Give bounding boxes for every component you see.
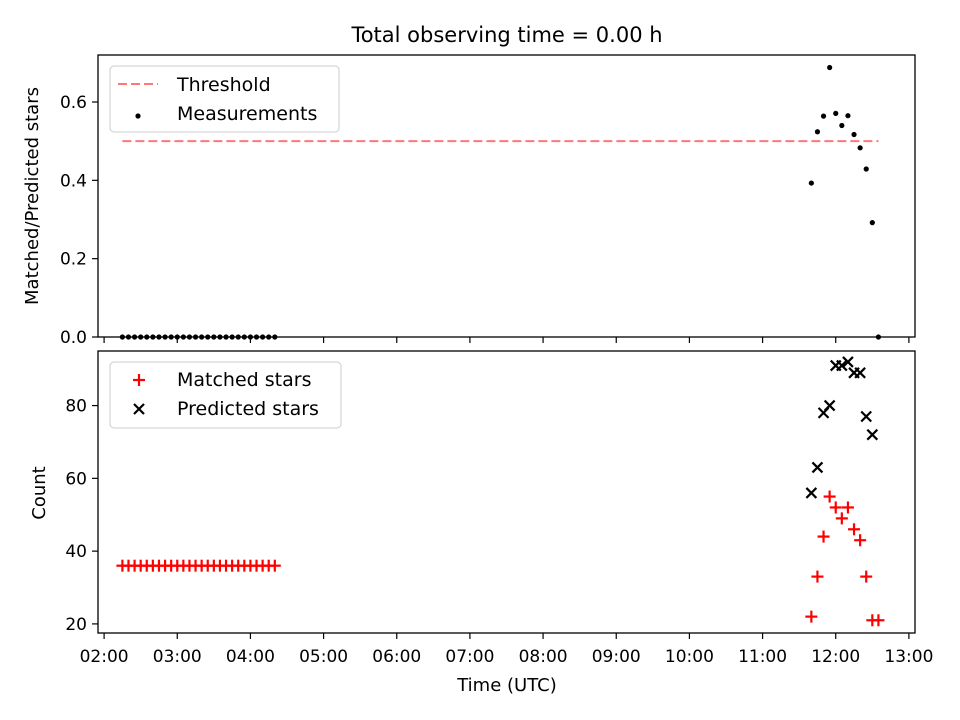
bottom-y-tick-label: 20	[65, 615, 87, 635]
matched-star-point	[841, 501, 854, 514]
predicted-star-point	[842, 356, 854, 368]
predicted-star-point	[823, 399, 836, 412]
x-tick-label: 12:00	[811, 647, 860, 667]
predicted-star-point	[860, 410, 873, 423]
measurement-point	[814, 129, 821, 135]
legend-predicted-swatch	[133, 403, 145, 415]
measurement-point	[869, 220, 875, 226]
predicted-star-point	[836, 359, 848, 372]
predicted-star-d2	[805, 487, 818, 499]
matched-star-point	[829, 501, 842, 514]
matched-star-point	[835, 512, 848, 525]
x-axis-label: Time (UTC)	[456, 675, 557, 696]
predicted-star-d2	[860, 410, 873, 423]
legend-matched-label: Matched stars	[177, 369, 311, 391]
top-panel: Total observing time = 0.00 h 0.00.20.40…	[22, 23, 916, 348]
matched-star-point	[860, 570, 873, 583]
measurement-point	[808, 180, 814, 186]
matched-star-point	[817, 530, 830, 543]
bottom-x-ticks: 02:00 03:00 04:00 05:00 06:00 07:00 08:00 09:00…	[80, 633, 933, 667]
predicted-star-d2	[866, 428, 879, 441]
x-tick-label: 11:00	[738, 647, 787, 667]
x-tick-label: 04:00	[226, 647, 275, 667]
matched-star-point	[854, 534, 867, 547]
bottom-y-tick-label: 60	[65, 469, 87, 489]
top-legend-box	[109, 65, 340, 133]
predicted-star-d2	[854, 367, 866, 379]
measurement-point	[857, 145, 863, 151]
bottom-y-tick-label: 80	[65, 397, 87, 417]
predicted-star-point	[854, 367, 866, 379]
legend-matched-swatch	[133, 374, 145, 386]
top-y-tick-label: 0.0	[60, 328, 87, 348]
predicted-star-d2	[842, 356, 854, 368]
measurement-point	[845, 113, 851, 119]
bottom-legend: Matched stars Predicted stars	[109, 361, 342, 429]
matched-star-point	[823, 490, 836, 503]
matched-star-point	[268, 559, 281, 572]
predicted-star-point	[866, 428, 879, 441]
measurement-point	[827, 64, 833, 71]
x-tick-label: 08:00	[519, 647, 568, 667]
bottom-axes-frame	[97, 350, 916, 634]
x-tick-label: 13:00	[884, 647, 933, 667]
legend-measurements-label: Measurements	[177, 103, 317, 125]
legend-threshold-label: Threshold	[176, 74, 271, 96]
x-tick-label: 10:00	[665, 647, 714, 667]
legend-predicted-label: Predicted stars	[177, 398, 319, 420]
x-tick-label: 03:00	[153, 647, 202, 667]
bottom-plot-area	[116, 356, 885, 627]
measurement-point	[820, 113, 827, 119]
top-axes-frame	[97, 54, 916, 338]
x-tick-label: 09:00	[592, 647, 641, 667]
measurement-point	[863, 166, 869, 172]
top-x-ticks	[103, 337, 910, 343]
predicted-star-point	[811, 461, 824, 474]
bottom-y-axis-label: Count	[29, 466, 50, 519]
top-y-ticks: 0.0 0.2 0.4 0.6	[60, 93, 98, 348]
bottom-y-tick-label: 40	[65, 542, 87, 562]
chart-title: Total observing time = 0.00 h	[350, 23, 662, 47]
matched-star-point	[848, 523, 861, 536]
legend-measurements-swatch	[135, 113, 141, 119]
x-tick-label: 02:00	[80, 647, 129, 667]
x-tick-label: 05:00	[299, 647, 348, 667]
measurement-point	[839, 122, 845, 129]
top-y-tick-label: 0.6	[60, 93, 87, 113]
predicted-star-point	[805, 487, 818, 499]
matched-star-point	[805, 610, 818, 623]
measurement-point	[851, 131, 857, 138]
measurement-point	[833, 110, 839, 116]
predicted-star-d2	[836, 359, 848, 372]
matched-star-point	[811, 570, 824, 583]
matched-star-point	[872, 614, 885, 627]
predicted-star-d2	[823, 399, 836, 412]
top-y-axis-label: Matched/Predicted stars	[22, 87, 43, 305]
predicted-star-d2	[811, 461, 824, 474]
bottom-y-ticks: 20 40 60 80	[65, 397, 98, 635]
top-legend: Threshold Measurements	[109, 65, 340, 133]
x-tick-label: 07:00	[445, 647, 494, 667]
bottom-legend-box	[109, 361, 342, 429]
top-y-tick-label: 0.4	[60, 171, 87, 191]
x-tick-label: 06:00	[372, 647, 421, 667]
top-y-tick-label: 0.2	[60, 250, 87, 270]
